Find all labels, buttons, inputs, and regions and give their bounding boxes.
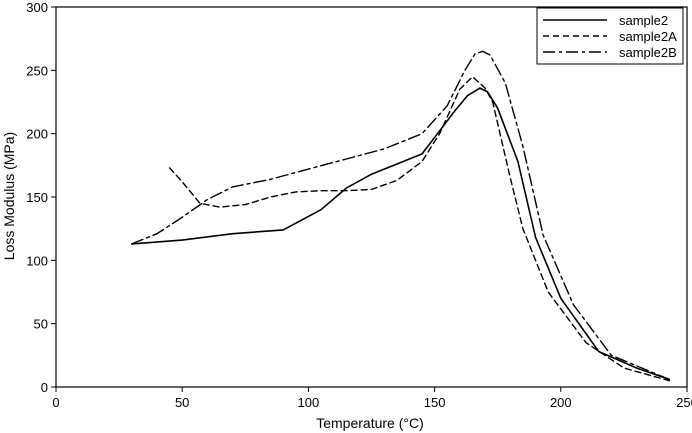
series-layer <box>130 50 671 382</box>
legend-label-sample2B: sample2B <box>619 45 677 60</box>
series-line-sample2 <box>130 87 671 381</box>
x-tick-label: 150 <box>424 395 446 410</box>
legend-label-sample2: sample2 <box>619 13 668 28</box>
legend-box <box>536 7 684 65</box>
x-tick-label: 200 <box>550 395 572 410</box>
y-tick-label: 250 <box>26 63 48 78</box>
y-tick-label: 150 <box>26 190 48 205</box>
series-line-sample2A <box>168 75 670 382</box>
x-tick-label: 0 <box>52 395 59 410</box>
x-tick-label: 50 <box>175 395 189 410</box>
x-axis-label: Temperature (°C) <box>316 415 424 431</box>
y-tick-label: 0 <box>41 380 48 395</box>
y-tick-label: 300 <box>26 0 48 15</box>
y-axis-label: Loss Modulus (MPa) <box>1 132 17 260</box>
y-tick-label: 100 <box>26 253 48 268</box>
y-tick-label: 50 <box>34 317 48 332</box>
ticks-layer: 0 50 100 150 200 250 0 50 100 150 200 250 300 <box>26 0 692 410</box>
series-line-sample2B <box>130 50 670 381</box>
legend-label-sample2A: sample2A <box>619 29 677 44</box>
x-tick-label: 100 <box>298 395 320 410</box>
x-tick-label: 250 <box>676 395 692 410</box>
y-tick-label: 200 <box>26 127 48 142</box>
